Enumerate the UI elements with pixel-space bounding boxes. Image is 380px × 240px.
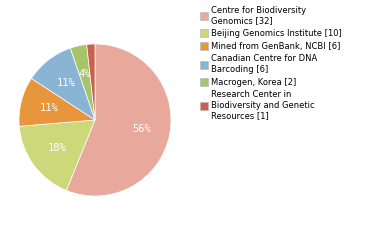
Text: 56%: 56% [132, 124, 150, 134]
Legend: Centre for Biodiversity
Genomics [32], Beijing Genomics Institute [10], Mined fr: Centre for Biodiversity Genomics [32], B… [198, 4, 344, 122]
Wedge shape [87, 44, 95, 120]
Wedge shape [19, 120, 95, 190]
Wedge shape [66, 44, 171, 196]
Text: 11%: 11% [57, 78, 76, 88]
Wedge shape [19, 78, 95, 126]
Text: 4%: 4% [78, 69, 91, 79]
Text: 18%: 18% [48, 143, 66, 153]
Text: 11%: 11% [40, 103, 59, 114]
Wedge shape [70, 44, 95, 120]
Wedge shape [32, 48, 95, 120]
